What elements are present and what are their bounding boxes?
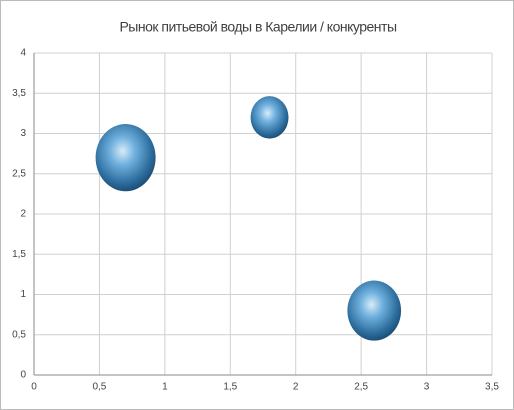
y-tick-label: 3 — [20, 128, 26, 139]
y-tick-label: 2 — [20, 209, 26, 220]
chart-title: Рынок питьевой воды в Карелии / конкурен… — [119, 19, 396, 35]
x-tick-label: 0,5 — [92, 382, 106, 393]
y-tick-label: 0,5 — [12, 329, 26, 340]
bubble — [250, 96, 289, 139]
x-tick-label: 0 — [31, 382, 37, 393]
x-tick-label: 1 — [162, 382, 168, 393]
y-tick-label: 1 — [20, 289, 26, 300]
x-tick-label: 3,5 — [485, 382, 499, 393]
bubble — [347, 280, 402, 341]
x-tick-label: 1,5 — [223, 382, 237, 393]
bubble — [95, 124, 156, 192]
x-tick-label: 3 — [424, 382, 430, 393]
x-tick-label: 2 — [293, 382, 299, 393]
y-tick-label: 1,5 — [12, 249, 26, 260]
y-tick-label: 4 — [20, 48, 26, 59]
y-tick-label: 0 — [20, 370, 26, 381]
x-tick-label: 2,5 — [354, 382, 368, 393]
y-tick-label: 2,5 — [12, 168, 26, 179]
y-tick-label: 3,5 — [12, 88, 26, 99]
